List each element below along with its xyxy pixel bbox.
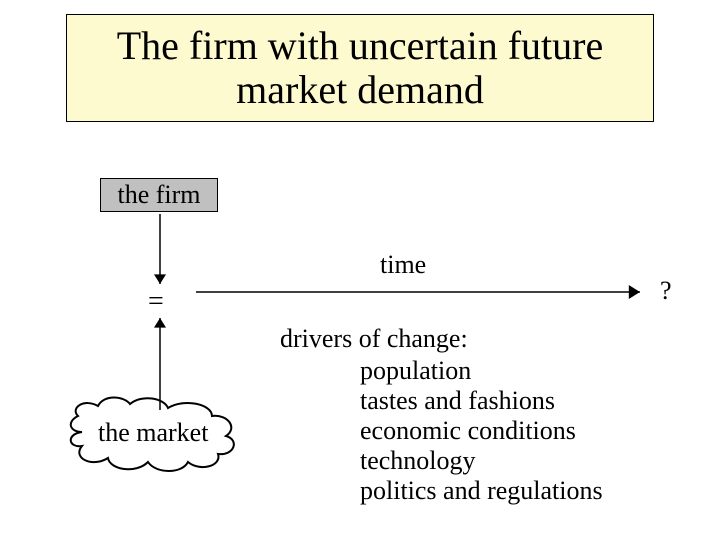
time-label: time [380, 250, 426, 280]
list-item: politics and regulations [360, 476, 603, 506]
title-box: The firm with uncertain future market de… [66, 14, 654, 122]
list-item: technology [360, 446, 603, 476]
arrow-up [154, 318, 166, 410]
arrow-down [154, 214, 166, 284]
list-item: population [360, 356, 603, 386]
drivers-block: drivers of change: population tastes and… [280, 324, 603, 506]
drivers-list: population tastes and fashions economic … [280, 356, 603, 506]
equals-sign: = [148, 286, 164, 318]
firm-label: the firm [117, 180, 200, 210]
arrow-time [196, 285, 640, 299]
market-label: the market [98, 418, 208, 448]
firm-box: the firm [100, 178, 218, 212]
list-item: economic conditions [360, 416, 603, 446]
drivers-heading: drivers of change: [280, 324, 603, 354]
list-item: tastes and fashions [360, 386, 603, 416]
question-mark: ? [660, 276, 672, 306]
title-text: The firm with uncertain future market de… [67, 24, 653, 112]
